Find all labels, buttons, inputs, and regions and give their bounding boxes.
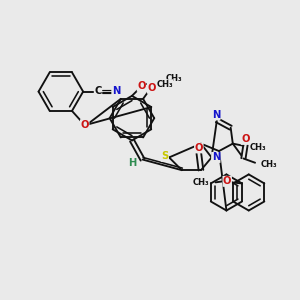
- Text: N: N: [212, 152, 220, 162]
- Text: O: O: [147, 83, 156, 93]
- Text: O: O: [137, 81, 146, 91]
- Text: O: O: [241, 134, 250, 144]
- Text: N: N: [112, 86, 120, 96]
- Text: C: C: [94, 86, 102, 96]
- Text: H: H: [128, 158, 136, 168]
- Text: O: O: [195, 143, 203, 153]
- Text: CH₃: CH₃: [156, 80, 173, 89]
- Text: N: N: [212, 110, 220, 120]
- Text: CH₃: CH₃: [260, 160, 277, 169]
- Text: O: O: [223, 176, 231, 186]
- Text: CH₃: CH₃: [250, 143, 266, 152]
- Text: CH₃: CH₃: [165, 74, 182, 83]
- Text: O: O: [80, 120, 89, 130]
- Text: CH₃: CH₃: [193, 178, 209, 187]
- Text: S: S: [161, 152, 169, 161]
